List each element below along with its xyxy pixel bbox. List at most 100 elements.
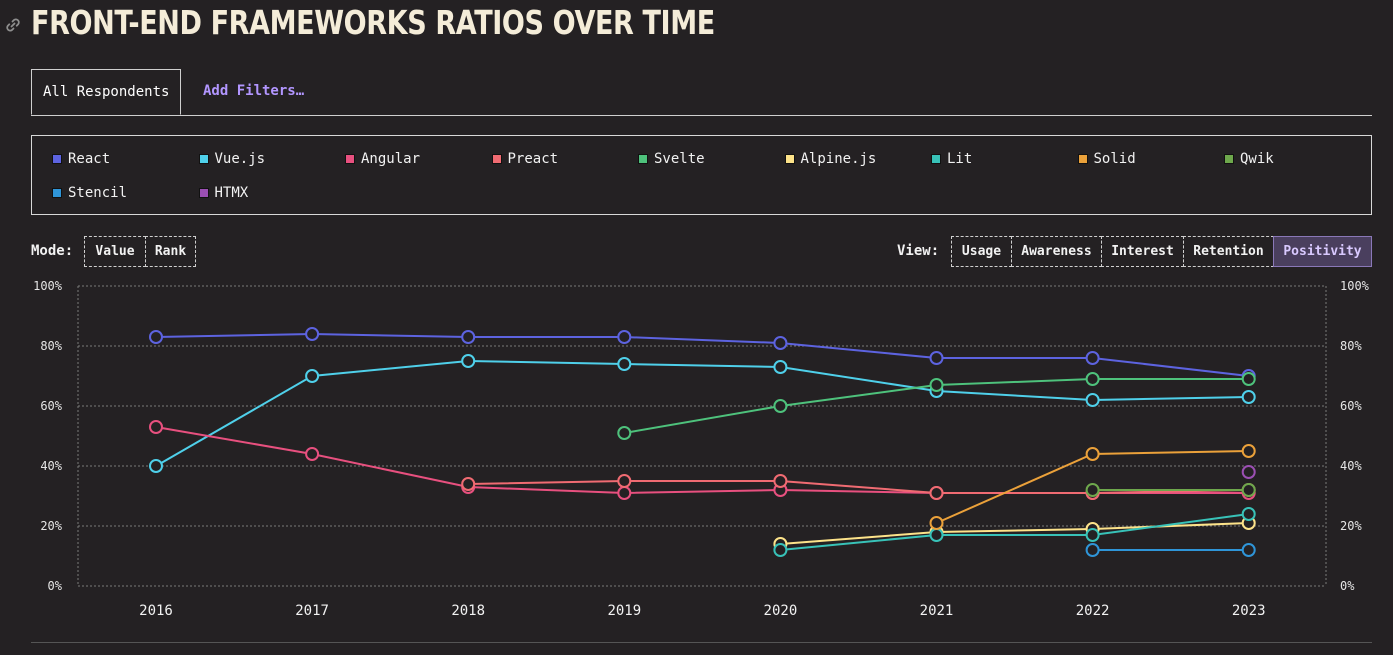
series-line-lit <box>780 513 1249 551</box>
view-usage-button[interactable]: Usage <box>951 236 1012 267</box>
data-point-qwik <box>1085 483 1100 497</box>
data-point-qwik <box>1241 483 1256 497</box>
data-point-react <box>1085 351 1100 365</box>
legend-label: Lit <box>947 151 973 167</box>
legend-label: HTMX <box>214 185 249 201</box>
legend-label: Alpine.js <box>800 151 877 167</box>
view-awareness-button[interactable]: Awareness <box>1011 236 1102 267</box>
mode-label: Mode: <box>31 243 74 259</box>
data-point-vue-js <box>1241 390 1256 404</box>
legend-item-angular[interactable]: Angular <box>345 151 420 167</box>
data-point-solid <box>929 516 944 530</box>
legend-swatch <box>52 188 62 198</box>
data-point-vue-js <box>773 360 788 374</box>
data-point-lit <box>773 543 788 557</box>
x-tick-label: 2021 <box>920 603 954 619</box>
legend-label: Svelte <box>654 151 705 167</box>
add-filters-tab[interactable]: Add Filters… <box>203 83 305 99</box>
data-point-react <box>305 327 320 341</box>
legend-item-alpine-js[interactable]: Alpine.js <box>784 151 877 167</box>
series-line-angular <box>155 426 1249 495</box>
data-point-vue-js <box>1085 393 1100 407</box>
data-point-preact <box>617 474 632 488</box>
data-point-preact <box>773 474 788 488</box>
legend-label: Stencil <box>68 185 128 201</box>
series-line-react <box>155 332 1249 377</box>
x-tick-label: 2022 <box>1076 603 1110 619</box>
data-point-preact <box>929 486 944 500</box>
data-point-react <box>461 330 476 344</box>
y-tick-label-left: 100% <box>33 279 63 293</box>
data-point-angular <box>149 420 163 434</box>
data-point-stencil <box>1085 543 1100 557</box>
y-tick-label-right: 60% <box>1340 399 1362 413</box>
y-tick-label-left: 60% <box>40 399 62 413</box>
view-positivity-button[interactable]: Positivity <box>1273 236 1372 267</box>
data-point-svelte <box>1085 372 1100 386</box>
legend-swatch <box>1077 154 1088 164</box>
series-line-vue-js <box>155 359 1249 467</box>
y-tick-label-left: 0% <box>48 579 63 593</box>
legend-item-stencil[interactable]: Stencil <box>52 185 127 201</box>
legend-swatch <box>198 154 209 164</box>
data-point-react <box>929 351 944 365</box>
legend-label: Solid <box>1093 151 1136 167</box>
data-point-lit <box>1241 507 1256 521</box>
x-tick-label: 2017 <box>295 603 329 619</box>
data-point-vue-js <box>149 459 163 473</box>
mode-value-button[interactable]: Value <box>84 236 146 267</box>
legend-item-preact[interactable]: Preact <box>491 151 558 167</box>
link-icon[interactable] <box>4 16 22 34</box>
legend-swatch <box>931 154 941 164</box>
x-tick-label: 2019 <box>607 603 641 619</box>
y-tick-label-right: 100% <box>1340 279 1370 293</box>
tab-all-respondents[interactable]: All Respondents <box>31 69 182 115</box>
data-point-svelte <box>773 399 788 413</box>
data-point-preact <box>461 477 476 491</box>
data-point-vue-js <box>305 369 320 383</box>
data-point-stencil <box>1241 543 1256 557</box>
y-tick-label-right: 20% <box>1340 519 1362 533</box>
page-title: FRONT-END FRAMEWORKS RATIOS OVER TIME <box>31 3 715 42</box>
legend-item-vue-js[interactable]: Vue.js <box>198 151 265 167</box>
divider <box>31 642 1372 643</box>
data-point-lit <box>929 528 944 542</box>
legend-swatch <box>52 154 62 164</box>
legend-label: Qwik <box>1240 151 1274 167</box>
legend-item-qwik[interactable]: Qwik <box>1224 151 1274 167</box>
legend-label: React <box>68 151 111 167</box>
data-point-htmx <box>1241 465 1256 479</box>
x-tick-label: 2020 <box>764 603 798 619</box>
y-tick-label-right: 0% <box>1340 579 1355 593</box>
y-tick-label-left: 20% <box>40 519 62 533</box>
data-point-angular <box>617 486 632 500</box>
data-point-svelte <box>1241 372 1256 386</box>
legend-item-svelte[interactable]: Svelte <box>638 151 705 167</box>
data-point-svelte <box>617 426 632 440</box>
data-point-vue-js <box>461 354 476 368</box>
line-chart: 0% 0% 20% 20% 40% 40% 60% 60% 80% 80% 100% 100% 2016… <box>33 279 1370 619</box>
view-interest-button[interactable]: Interest <box>1101 236 1184 267</box>
legend-swatch <box>198 188 209 198</box>
y-tick-label-left: 80% <box>40 339 62 353</box>
series-line-alpine-js <box>780 522 1249 545</box>
legend-swatch <box>638 154 648 164</box>
legend-item-react[interactable]: React <box>52 151 110 167</box>
data-point-solid <box>1241 444 1256 458</box>
legend-item-lit[interactable]: Lit <box>931 151 972 167</box>
y-tick-label-right: 40% <box>1340 459 1362 473</box>
x-tick-label: 2016 <box>139 603 173 619</box>
data-point-solid <box>1085 447 1100 461</box>
legend-swatch <box>345 154 355 164</box>
data-point-vue-js <box>617 357 632 371</box>
legend-item-htmx[interactable]: HTMX <box>198 185 249 201</box>
view-label: View: <box>897 243 940 259</box>
legend-swatch <box>491 154 502 164</box>
view-retention-button[interactable]: Retention <box>1183 236 1274 267</box>
legend-item-solid[interactable]: Solid <box>1077 151 1136 167</box>
data-point-lit <box>1085 528 1100 542</box>
data-point-react <box>149 330 163 344</box>
x-tick-label: 2018 <box>451 603 485 619</box>
mode-rank-button[interactable]: Rank <box>145 236 196 267</box>
data-point-react <box>773 336 788 350</box>
